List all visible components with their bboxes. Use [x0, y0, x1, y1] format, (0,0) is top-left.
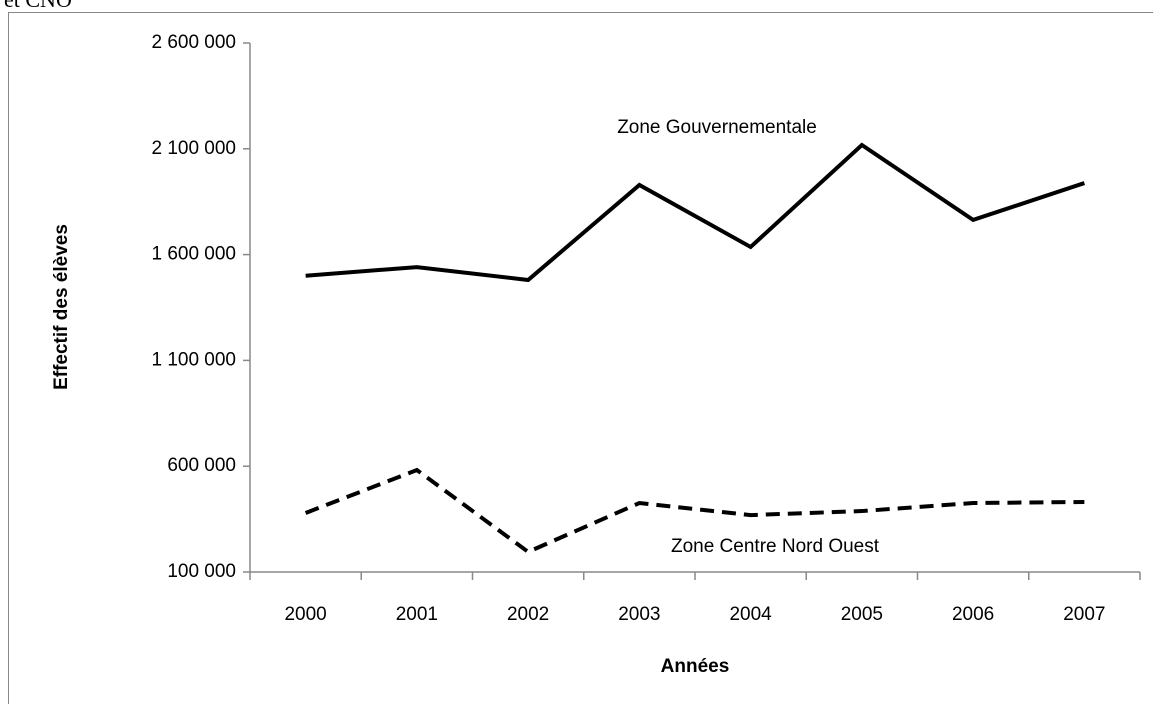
y-axis-label: Effectif des élèves	[51, 224, 72, 390]
series-label: Zone Centre Nord Ouest	[671, 536, 880, 557]
x-tick-label: 2003	[618, 604, 660, 625]
series-line	[305, 142, 1086, 283]
x-tick-label: 2005	[841, 604, 883, 625]
x-tick-label: 2004	[729, 604, 772, 625]
y-tick-label: 2 600 000	[151, 32, 236, 53]
y-tick-label: 1 600 000	[151, 244, 236, 265]
x-tick-label: 2006	[952, 604, 994, 625]
y-tick-label: 600 000	[167, 455, 236, 476]
x-tick-label: 2000	[284, 604, 326, 625]
y-tick-label: 100 000	[167, 561, 236, 582]
x-tick-label: 2007	[1063, 604, 1105, 625]
series-label: Zone Gouvernementale	[617, 117, 817, 138]
x-tick-label: 2001	[396, 604, 438, 625]
y-tick-label: 1 100 000	[151, 349, 236, 370]
chart-title: et CNO	[4, 0, 72, 12]
x-tick-label: 2002	[507, 604, 549, 625]
chart-frame	[8, 12, 1153, 704]
series-line	[304, 467, 1085, 555]
y-tick-label: 2 100 000	[151, 138, 236, 159]
x-axis-label: Années	[661, 656, 730, 677]
